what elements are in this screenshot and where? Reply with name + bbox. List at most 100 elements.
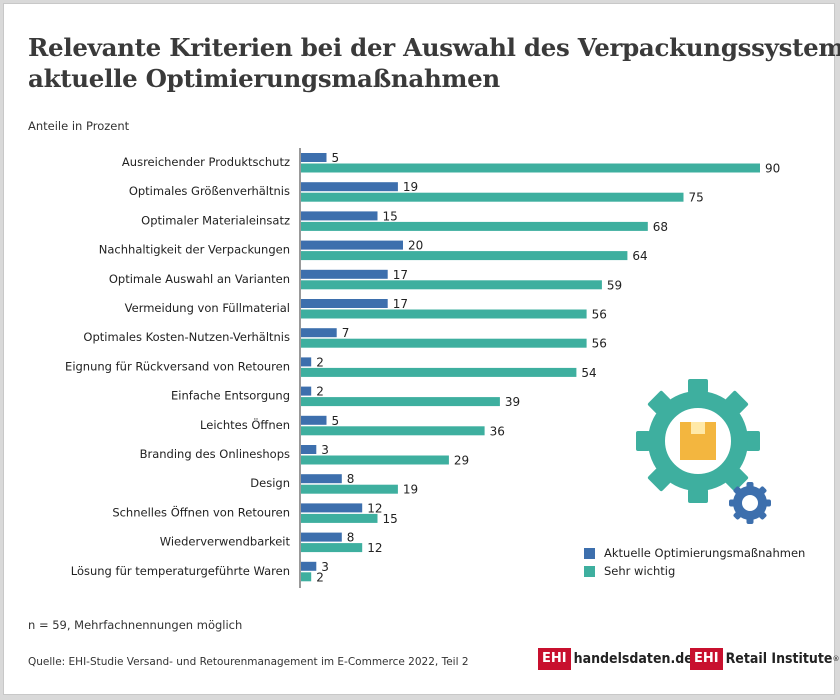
data-label: 68: [653, 220, 668, 234]
package-tape: [691, 422, 705, 434]
bar-important: [301, 251, 628, 261]
chart-title: Relevante Kriterien bei der Auswahl des …: [28, 32, 840, 94]
bar-current: [301, 503, 363, 513]
data-label: 3: [321, 443, 329, 457]
category-label: Leichtes Öffnen: [200, 416, 290, 432]
data-label: 7: [342, 326, 350, 340]
gear-hub: [746, 499, 754, 507]
bar-current: [301, 532, 342, 542]
data-label: 12: [367, 501, 382, 515]
gear-icon: [636, 379, 760, 503]
legend: Aktuelle Optimierungsmaßnahmen Sehr wich…: [584, 544, 805, 580]
logo-box-ehi-2: EHI: [690, 648, 723, 670]
bar-important: [301, 397, 500, 407]
category-label: Ausreichender Produktschutz: [122, 155, 290, 169]
legend-item-important: Sehr wichtig: [584, 562, 805, 580]
data-label: 8: [347, 472, 355, 486]
logo-retail-institute: EHI Retail Institute ®: [690, 648, 839, 670]
logo-text-handelsdaten: handelsdaten.de: [573, 651, 693, 667]
data-label: 2: [316, 355, 324, 369]
bar-current: [301, 561, 317, 571]
data-label: 17: [393, 297, 408, 311]
data-label: 56: [592, 337, 607, 351]
data-label: 12: [367, 541, 382, 555]
chart-card: [3, 3, 835, 695]
bar-current: [301, 445, 317, 454]
category-label: Schnelles Öffnen von Retouren: [112, 503, 290, 519]
bar-current: [301, 474, 342, 484]
category-label: Wiederverwendbarkeit: [160, 535, 291, 549]
category-label: Optimaler Materialeinsatz: [141, 213, 290, 227]
bar-important: [301, 455, 449, 465]
data-label: 19: [403, 180, 418, 194]
legend-label-important: Sehr wichtig: [604, 564, 676, 578]
category-label: Eignung für Rückversand von Retouren: [65, 359, 290, 373]
legend-swatch-important: [584, 565, 595, 577]
bar-current: [301, 240, 403, 250]
category-label: Nachhaltigkeit der Verpackungen: [99, 243, 290, 257]
data-label: 20: [408, 239, 423, 253]
data-label: 15: [383, 512, 398, 526]
chart-subtitle: Anteile in Prozent: [28, 119, 130, 133]
data-label: 19: [403, 483, 418, 497]
bar-important: [301, 367, 577, 377]
source-note: Quelle: EHI-Studie Versand- und Retouren…: [28, 656, 469, 668]
bar-current: [301, 357, 312, 367]
category-label: Design: [250, 476, 290, 490]
data-label: 29: [454, 454, 469, 468]
data-label: 8: [347, 531, 355, 545]
category-label: Optimales Kosten-Nutzen-Verhältnis: [83, 330, 290, 344]
category-label: Vermeidung von Füllmaterial: [125, 301, 290, 315]
data-label: 90: [765, 162, 780, 176]
data-label: 3: [321, 560, 329, 574]
bar-important: [301, 426, 485, 436]
bar-current: [301, 182, 398, 192]
category-label: Optimales Größenverhältnis: [129, 184, 290, 198]
gear-icon: [729, 482, 771, 524]
category-label: Einfache Entsorgung: [171, 389, 290, 403]
bar-important: [301, 309, 587, 319]
bar-current: [301, 386, 312, 396]
legend-swatch-current: [584, 547, 595, 559]
bar-important: [301, 543, 363, 553]
bar-current: [301, 415, 327, 425]
data-label: 2: [316, 385, 324, 399]
legend-label-current: Aktuelle Optimierungsmaßnahmen: [604, 546, 806, 560]
bar-current: [301, 153, 327, 162]
data-label: 5: [332, 414, 340, 428]
data-label: 2: [316, 570, 324, 584]
data-label: 15: [383, 209, 398, 223]
data-label: 5: [332, 151, 340, 165]
bar-important: [301, 192, 684, 202]
data-label: 75: [689, 191, 704, 205]
legend-item-current: Aktuelle Optimierungsmaßnahmen: [584, 544, 805, 562]
bar-important: [301, 163, 760, 173]
bar-important: [301, 513, 378, 523]
bar-current: [301, 299, 388, 308]
data-label: 59: [607, 278, 622, 292]
data-label: 39: [505, 395, 520, 409]
logo-box-ehi: EHI: [538, 648, 571, 670]
logo-handelsdaten: EHI handelsdaten.de: [538, 648, 693, 670]
logo-text-retail-institute: Retail Institute: [725, 651, 833, 667]
bar-current: [301, 328, 337, 338]
category-label: Branding des Onlineshops: [140, 447, 290, 461]
bar-current: [301, 211, 378, 221]
category-label: Lösung für temperaturgeführte Waren: [71, 564, 290, 578]
footnote: n = 59, Mehrfachnennungen möglich: [28, 618, 243, 632]
registered-mark: ®: [832, 655, 840, 663]
data-label: 64: [632, 249, 647, 263]
data-label: 36: [490, 424, 505, 438]
bar-important: [301, 280, 602, 290]
data-label: 54: [581, 366, 596, 380]
title-line-2: aktuelle Optimierungsmaßnahmen: [28, 64, 500, 93]
bar-current: [301, 269, 388, 279]
bar-important: [301, 221, 648, 231]
bar-important: [301, 338, 587, 348]
category-label: Optimale Auswahl an Varianten: [109, 272, 290, 286]
data-label: 17: [393, 268, 408, 282]
bar-important: [301, 572, 312, 582]
bar-important: [301, 484, 398, 494]
data-label: 56: [592, 308, 607, 322]
